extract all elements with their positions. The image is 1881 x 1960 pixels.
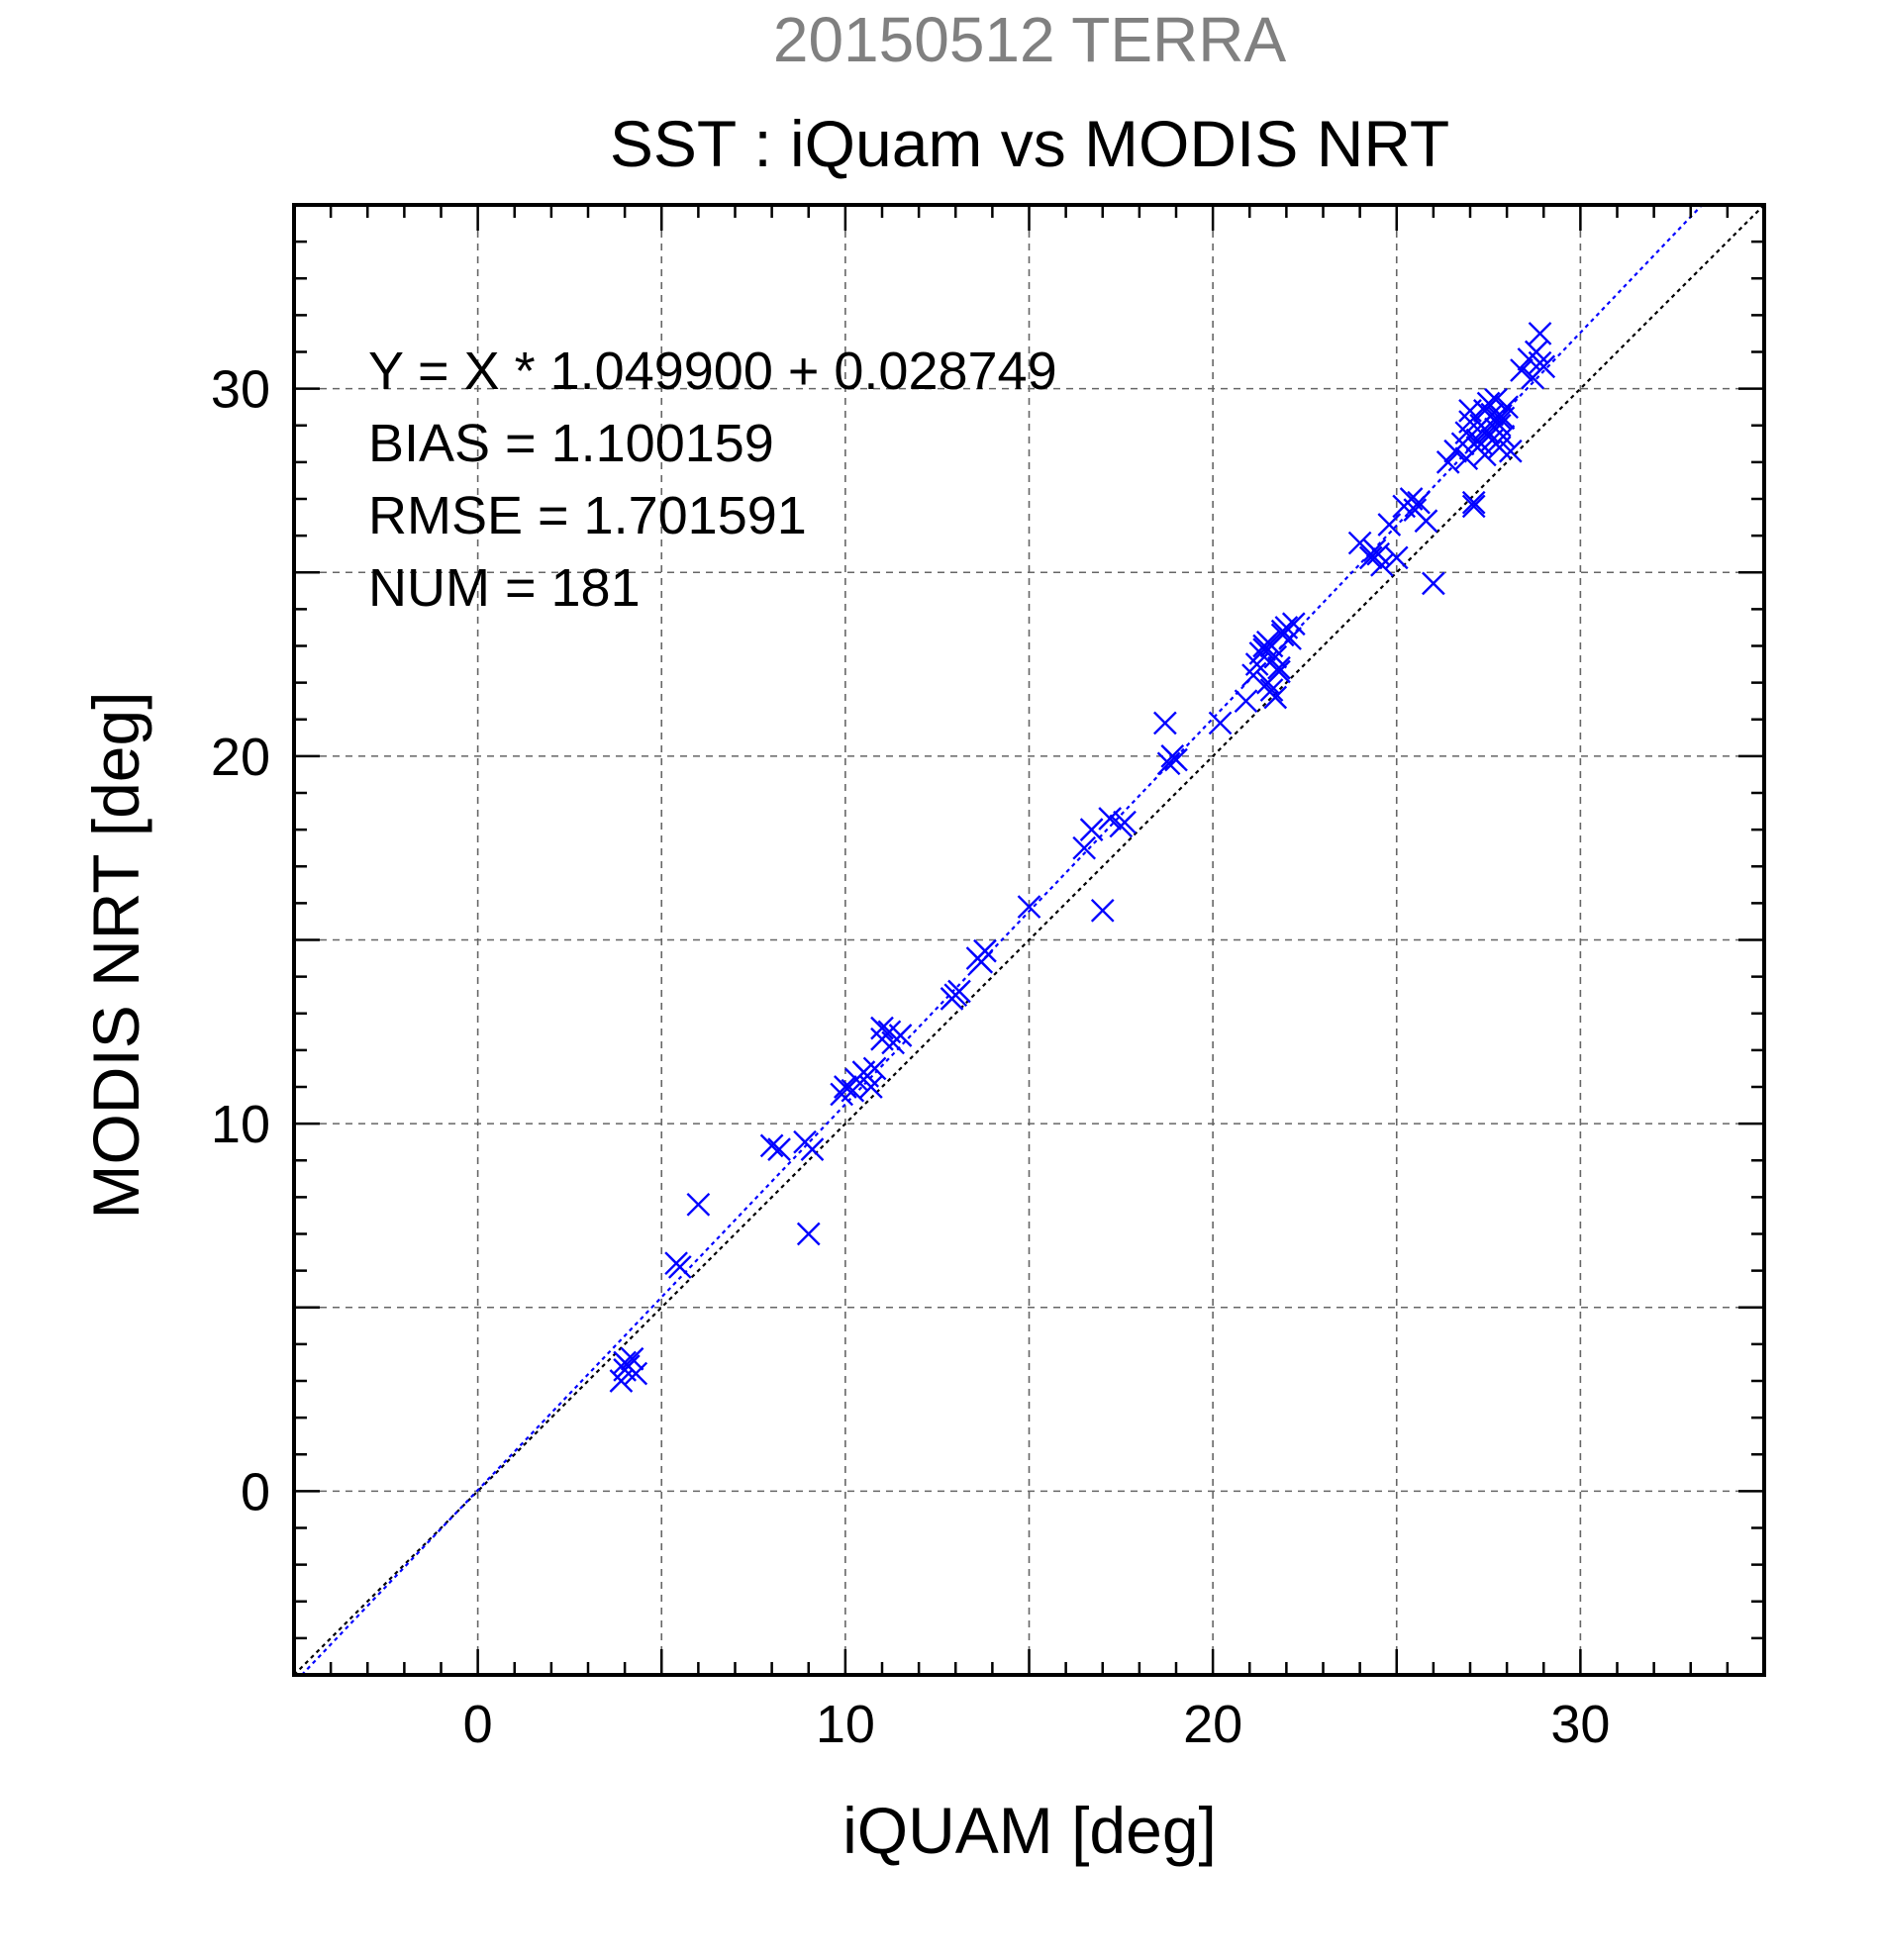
data-point [624, 1361, 648, 1386]
data-point [943, 983, 968, 1008]
annotation-regression: Y = X * 1.049900 + 0.028749 [368, 342, 1057, 401]
data-point [1278, 627, 1302, 650]
data-point [1487, 436, 1512, 459]
reference-line-group [293, 204, 1765, 1676]
chart-title: 20150512 TERRA [773, 4, 1287, 75]
data-point [1487, 413, 1512, 438]
x-tick-label: 30 [1550, 1695, 1610, 1754]
data-point [1473, 417, 1497, 441]
data-point [1252, 637, 1276, 662]
data-point [1156, 751, 1181, 776]
tick-labels: 0 10 20 30 0 10 20 30 [211, 360, 1610, 1754]
data-point [1281, 612, 1306, 637]
data-point [667, 1255, 692, 1279]
x-tick-label: 10 [816, 1695, 875, 1754]
data-point [609, 1369, 634, 1393]
data-point [1384, 545, 1409, 570]
data-point [1259, 634, 1284, 658]
x-axis-label: iQUAM [deg] [842, 1794, 1217, 1867]
data-point [1407, 490, 1431, 515]
data-point [1259, 678, 1284, 702]
annotation-bias: BIAS = 1.100159 [368, 414, 774, 473]
data-point [767, 1137, 791, 1161]
data-point [1267, 659, 1291, 684]
data-point [1491, 406, 1516, 431]
grid [294, 205, 1764, 1675]
fit-line [301, 204, 1704, 1676]
y-axis-label: MODIS NRT [deg] [79, 691, 152, 1219]
data-point [759, 1133, 784, 1158]
data-point [969, 949, 994, 974]
data-point [1208, 711, 1233, 735]
y-tick-label: 30 [211, 360, 270, 420]
y-tick-label: 0 [241, 1462, 270, 1521]
data-point [1347, 531, 1372, 555]
data-point [686, 1192, 711, 1217]
data-point [1164, 747, 1188, 772]
data-point [1113, 810, 1137, 834]
data-point [1436, 450, 1460, 474]
annotation-num: NUM = 181 [368, 558, 641, 618]
y-tick-label: 20 [211, 728, 270, 787]
data-point [1422, 571, 1445, 596]
data-point [1153, 711, 1177, 735]
data-point [1528, 322, 1552, 345]
data-point [1469, 432, 1493, 456]
stats-annotations: Y = X * 1.049900 + 0.028749 BIAS = 1.100… [368, 342, 1057, 618]
data-point [1414, 509, 1438, 534]
data-point [1528, 350, 1552, 375]
data-point [1487, 406, 1512, 431]
data-point [1510, 358, 1534, 382]
data-point [834, 1075, 857, 1099]
data-point [1098, 807, 1123, 831]
data-point [1090, 898, 1115, 923]
data-point [1079, 818, 1104, 841]
data-point [1461, 490, 1486, 515]
data-point [800, 1137, 825, 1161]
data-point [1458, 399, 1482, 423]
data-point [1484, 387, 1508, 412]
data-point [796, 1222, 821, 1246]
data-point [888, 1024, 913, 1047]
data-point [859, 1075, 883, 1099]
fit-line-group [301, 204, 1704, 1676]
annotation-rmse: RMSE = 1.701591 [368, 486, 807, 545]
data-point [1263, 685, 1288, 710]
data-point [1234, 689, 1258, 714]
data-point [1366, 541, 1391, 566]
data-point [1072, 835, 1097, 860]
data-point [620, 1346, 644, 1371]
data-point [1358, 545, 1383, 570]
data-point [862, 1056, 887, 1081]
data-point [870, 1016, 894, 1040]
data-point [1377, 513, 1402, 537]
chart-subtitle: SST : iQuam vs MODIS NRT [610, 107, 1449, 180]
x-tick-label: 0 [463, 1695, 493, 1754]
data-point [1461, 494, 1486, 519]
x-tick-label: 20 [1183, 1695, 1242, 1754]
data-points [609, 322, 1556, 1393]
y-tick-label: 10 [211, 1095, 270, 1154]
plot-frame [292, 203, 1766, 1677]
data-point [1017, 895, 1041, 919]
reference-line [293, 204, 1765, 1676]
